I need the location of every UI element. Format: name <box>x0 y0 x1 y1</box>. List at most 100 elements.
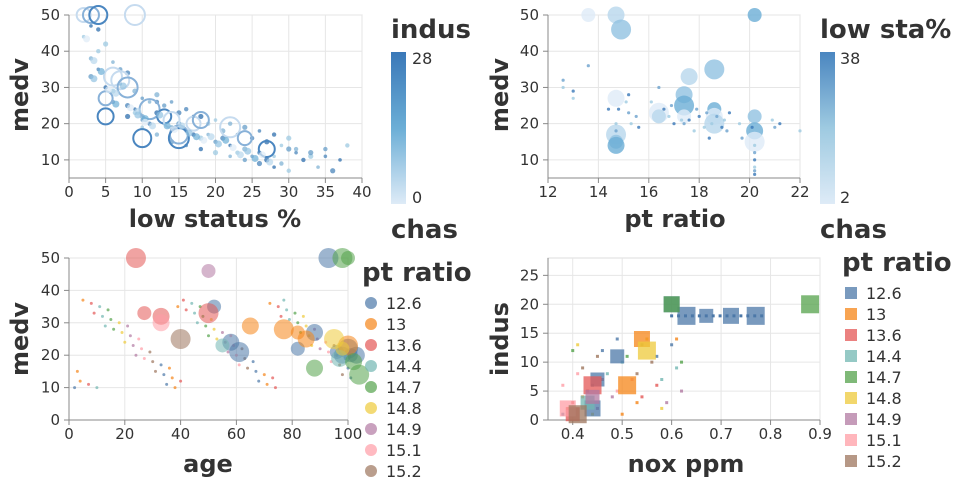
scatter-age-vs-medv: 0 20 40 60 80 100 0 10 20 30 40 50 age medv pt ratio 12… <box>6 248 472 481</box>
data-point-small <box>78 379 82 383</box>
data-point-small <box>128 334 132 338</box>
data-point-small <box>184 106 189 112</box>
legend-entry-label: 13 <box>386 315 406 334</box>
x-tick-label: 0 <box>64 425 74 443</box>
data-point-small <box>340 373 344 377</box>
x-tick-label: 18 <box>690 183 709 201</box>
y-axis-title: indus <box>486 302 514 376</box>
data-point-large <box>585 389 600 404</box>
data-point-small <box>176 305 180 309</box>
scatter-ptratio-vs-medv: 12 14 16 18 20 22 10 20 30 40 50 pt ratio medv low st… <box>486 6 951 245</box>
data-point-large <box>349 364 370 385</box>
x-axis-title: low status % <box>129 205 301 233</box>
data-point-large <box>607 136 625 154</box>
data-point-small <box>662 107 666 111</box>
data-point-small <box>246 366 250 370</box>
x-tick-label: 0.8 <box>759 425 783 443</box>
data-point-small <box>770 118 774 122</box>
data-point-small <box>301 157 306 163</box>
data-point-small <box>318 347 322 351</box>
y-tick-label: 30 <box>41 78 60 96</box>
data-point-small <box>710 122 714 126</box>
x-tick-label: 20 <box>206 183 225 201</box>
data-point-large <box>75 7 92 23</box>
data-point-small <box>720 125 724 129</box>
legend-title: indus <box>391 15 471 45</box>
data-point-small <box>131 343 135 347</box>
data-point-medium <box>229 144 237 152</box>
data-point-small <box>675 337 679 341</box>
data-point-medium <box>97 68 105 76</box>
data-point-medium <box>141 118 149 126</box>
data-point-small <box>140 96 145 101</box>
legend-entry-label: 15.2 <box>866 452 902 471</box>
legend-min-label: 2 <box>840 188 850 207</box>
data-point-medium <box>119 82 127 90</box>
x-axis-title: age <box>183 450 233 478</box>
legend-color-ramp <box>820 52 835 204</box>
legend-title: low sta% <box>820 15 951 45</box>
data-point-small <box>614 122 618 126</box>
data-point-large <box>581 8 596 22</box>
data-point-large <box>81 6 100 24</box>
data-point-small <box>561 383 565 387</box>
x-tick-label: 10 <box>133 183 152 201</box>
data-point-small <box>326 350 330 354</box>
data-point-small <box>715 114 719 119</box>
y-tick-label: 30 <box>41 314 60 332</box>
data-point-small <box>142 356 146 360</box>
legend-second-title: chas <box>820 215 887 245</box>
data-point-small <box>330 168 336 174</box>
data-point-small <box>672 122 676 126</box>
y-tick-label: 40 <box>520 42 539 60</box>
data-point-small <box>123 340 127 344</box>
data-point-small <box>308 150 314 156</box>
data-point-large <box>102 66 123 87</box>
legend-entry-label: 14.4 <box>866 347 902 366</box>
data-point-small <box>725 129 729 133</box>
data-point-medium <box>134 111 142 119</box>
data-point-small <box>675 366 679 370</box>
legend-max-label: 38 <box>840 49 860 68</box>
legend-entry-label: 15.1 <box>386 441 422 460</box>
data-point-large <box>722 307 739 324</box>
data-point-small <box>316 165 320 169</box>
data-point-small <box>256 160 263 167</box>
data-point-small <box>667 114 671 119</box>
data-point-small <box>718 314 722 318</box>
data-point-small <box>96 27 101 32</box>
data-point-medium <box>266 158 274 166</box>
data-point-small <box>167 366 171 370</box>
data-point-small <box>92 311 96 315</box>
data-point-small <box>162 373 166 377</box>
x-tick-label: 0.9 <box>808 425 832 443</box>
data-point-small <box>276 305 280 309</box>
data-point-small <box>212 150 219 156</box>
data-point-small <box>680 360 684 364</box>
data-point-small <box>739 314 743 318</box>
data-point-small <box>665 401 669 405</box>
data-point-small <box>268 301 272 305</box>
y-axis-title: medv <box>486 58 514 132</box>
data-point-large <box>568 405 587 424</box>
data-point-large <box>318 248 339 268</box>
y-tick-label: 20 <box>520 115 539 133</box>
data-point-small <box>285 308 289 312</box>
data-point-large <box>680 68 698 86</box>
data-point-small <box>753 165 757 169</box>
x-tick-label: 35 <box>316 183 335 201</box>
data-point-small <box>242 157 247 163</box>
data-point-small <box>682 122 686 126</box>
data-point-small <box>753 158 757 162</box>
data-point-small <box>576 372 580 376</box>
data-point-small <box>753 151 757 155</box>
data-point-small <box>655 383 659 387</box>
legend-swatch <box>365 465 377 477</box>
data-point-medium <box>236 151 244 159</box>
data-point-large <box>677 306 696 325</box>
data-point-medium <box>200 136 208 144</box>
data-point-small <box>193 311 197 315</box>
data-point-large <box>273 319 294 340</box>
data-point-small <box>165 382 169 386</box>
x-tick-label: 60 <box>227 425 246 443</box>
